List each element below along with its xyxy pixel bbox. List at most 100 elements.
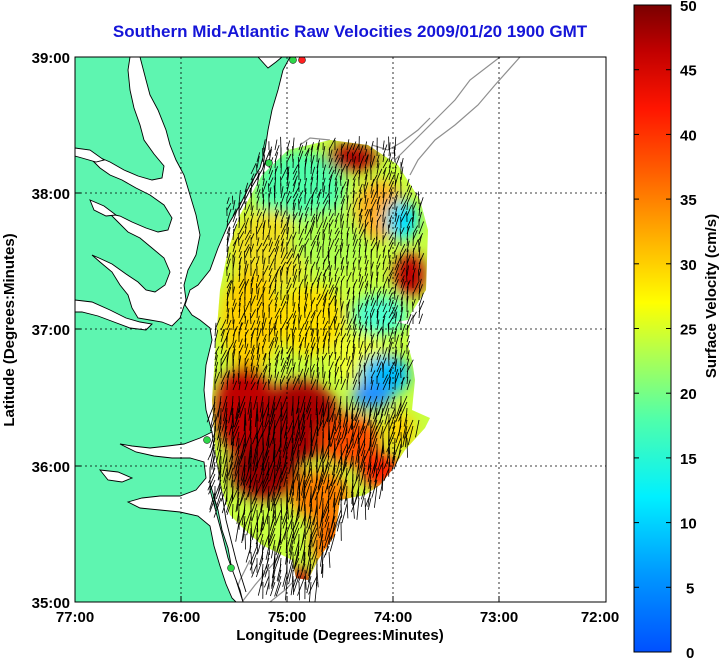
velocity-arrow — [223, 401, 228, 422]
velocity-arrow — [394, 195, 398, 205]
velocity-arrow — [384, 407, 390, 425]
velocity-arrow — [238, 281, 246, 295]
velocity-arrow — [364, 154, 369, 169]
velocity-arrow — [310, 166, 316, 181]
velocity-arrow — [296, 443, 300, 459]
velocity-arrow — [406, 376, 409, 385]
velocity-arrow — [329, 485, 336, 500]
velocity-arrow — [298, 563, 306, 583]
velocity-arrow — [334, 248, 340, 259]
velocity-arrow — [364, 154, 369, 163]
velocity-arrow — [280, 241, 284, 253]
velocity-arrow — [342, 449, 348, 471]
velocity-arrow — [310, 527, 313, 547]
velocity-arrow — [406, 350, 410, 361]
velocity-arrow — [244, 204, 251, 217]
colorbar-label: Surface Velocity (cm/s) — [703, 214, 720, 378]
velocity-arrow — [304, 293, 309, 307]
velocity-arrow — [316, 569, 319, 588]
velocity-arrow — [226, 341, 234, 355]
velocity-arrow — [215, 401, 222, 422]
velocity-arrow — [346, 355, 351, 367]
velocity-arrow — [304, 326, 311, 337]
velocity-arrow — [334, 359, 338, 373]
station-marker — [203, 436, 211, 444]
velocity-arrow — [388, 273, 392, 283]
velocity-arrow — [334, 245, 338, 253]
velocity-arrow — [292, 265, 295, 277]
velocity-arrow — [230, 473, 234, 488]
velocity-arrow — [270, 515, 276, 529]
velocity-arrow — [351, 407, 354, 430]
velocity-arrow — [391, 455, 396, 472]
velocity-arrow — [400, 197, 409, 211]
velocity-arrow — [214, 368, 218, 379]
velocity-arrow — [352, 183, 356, 193]
velocity-arrow — [311, 551, 318, 570]
velocity-arrow — [255, 226, 258, 241]
velocity-arrow — [400, 350, 406, 361]
velocity-arrow — [364, 220, 366, 235]
velocity-arrow — [371, 479, 378, 498]
velocity-arrow — [292, 137, 295, 151]
velocity-arrow — [388, 152, 392, 163]
velocity-arrow — [388, 378, 391, 391]
velocity-arrow — [406, 238, 409, 247]
velocity-arrow — [231, 485, 240, 503]
velocity-arrow — [304, 349, 309, 361]
velocity-arrow — [364, 259, 369, 271]
velocity-arrow — [250, 178, 253, 193]
velocity-arrow — [237, 232, 240, 247]
velocity-arrow — [316, 245, 322, 259]
velocity-arrow — [310, 234, 318, 247]
velocity-arrow — [268, 170, 274, 181]
velocity-arrow — [349, 449, 354, 469]
velocity-arrow — [316, 407, 319, 425]
velocity-arrow — [242, 527, 246, 541]
velocity-arrow — [412, 298, 416, 307]
velocity-arrow — [220, 319, 227, 331]
velocity-arrow — [340, 315, 345, 325]
velocity-arrow — [310, 213, 316, 223]
velocity-arrow — [293, 527, 300, 541]
velocity-arrow — [328, 213, 334, 223]
velocity-arrow — [316, 211, 321, 223]
velocity-arrow — [394, 358, 398, 373]
velocity-arrow — [328, 473, 336, 490]
velocity-arrow — [274, 315, 279, 325]
velocity-arrow — [328, 382, 332, 391]
velocity-arrow — [226, 461, 229, 480]
velocity-arrow — [281, 509, 288, 525]
velocity-arrow — [418, 268, 422, 277]
velocity-arrow — [235, 431, 240, 447]
velocity-arrow — [376, 286, 382, 295]
velocity-arrow — [363, 184, 366, 199]
velocity-arrow — [364, 273, 369, 283]
velocity-arrow — [296, 479, 300, 501]
velocity-arrow — [358, 208, 363, 223]
velocity-arrow — [394, 334, 400, 349]
velocity-arrow — [280, 301, 287, 313]
velocity-arrow — [418, 235, 422, 247]
velocity-arrow — [300, 491, 306, 512]
velocity-arrow — [256, 364, 260, 373]
velocity-arrow — [262, 213, 265, 223]
velocity-arrow — [298, 303, 300, 313]
velocity-arrow — [286, 234, 293, 247]
velocity-arrow — [247, 395, 252, 415]
velocity-arrow — [298, 260, 301, 271]
velocity-arrow — [238, 431, 246, 449]
velocity-arrow — [214, 352, 218, 361]
velocity-arrow — [262, 353, 267, 361]
velocity-arrow — [376, 160, 379, 169]
velocity-arrow — [316, 419, 324, 434]
velocity-arrow — [346, 311, 350, 325]
velocity-arrow — [382, 334, 387, 349]
velocity-arrow — [244, 358, 249, 367]
velocity-arrow — [366, 461, 372, 475]
velocity-arrow — [382, 259, 385, 271]
velocity-arrow — [387, 323, 390, 337]
velocity-arrow — [355, 443, 360, 465]
velocity-arrow — [394, 213, 398, 223]
velocity-arrow — [370, 174, 378, 187]
